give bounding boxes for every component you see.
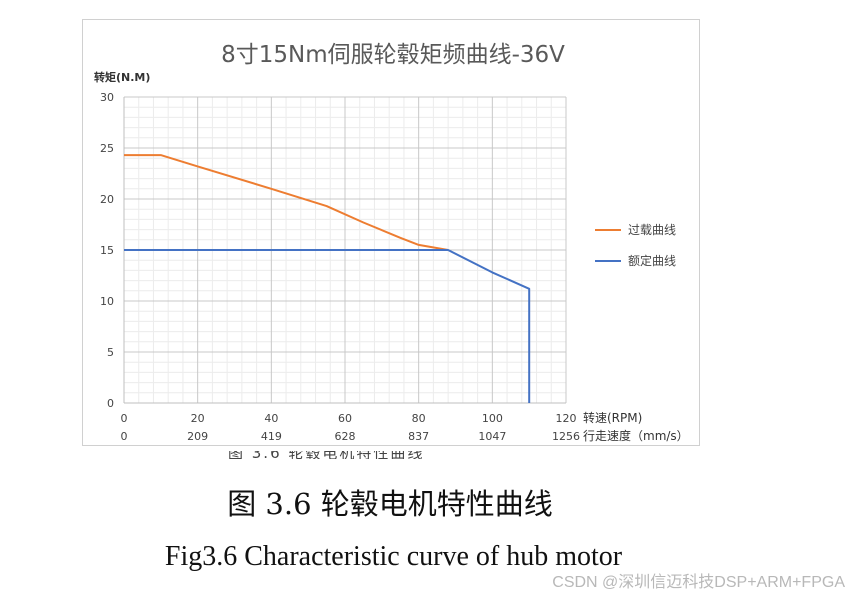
x-tick-label: 60 — [338, 412, 352, 425]
legend-label-rated: 额定曲线 — [628, 253, 676, 268]
legend-label-overload: 过载曲线 — [628, 223, 676, 237]
x-tick-label: 120 — [556, 412, 577, 425]
watermark: CSDN @深圳信迈科技DSP+ARM+FPGA — [552, 574, 845, 591]
y-tick-label: 20 — [100, 193, 114, 206]
x2-tick-label: 1256 — [552, 430, 580, 443]
x-tick-label: 40 — [264, 412, 278, 425]
x2-tick-label: 419 — [261, 430, 282, 443]
y-axis-label: 转矩(N.M) — [94, 70, 150, 84]
x2-tick-label: 1047 — [478, 430, 506, 443]
x2-tick-label: 628 — [335, 430, 356, 443]
x-tick-label: 0 — [121, 412, 128, 425]
figure-caption-english: Fig3.6 Characteristic curve of hub motor — [164, 541, 623, 572]
y-tick-label: 10 — [100, 295, 114, 308]
x2-axis-label: 行走速度（mm/s） — [583, 428, 689, 443]
y-tick-label: 15 — [100, 244, 114, 257]
chart-title: 8寸15Nm伺服轮毂矩频曲线-36V — [221, 42, 565, 68]
cut-off-caption-text: 图 3.6 轮毂电机特性曲线 — [228, 451, 553, 459]
x-tick-label: 100 — [482, 412, 503, 425]
y-tick-label: 5 — [107, 346, 114, 359]
x2-tick-label: 0 — [121, 430, 128, 443]
torque-speed-chart: 8寸15Nm伺服轮毂矩频曲线-36V 转矩(N.M) 0 5 10 15 20 25 30 0… — [94, 42, 689, 443]
x-axis-label: 转速(RPM) — [583, 410, 642, 425]
y-tick-label: 30 — [100, 91, 114, 104]
series-line-rated — [124, 249, 531, 403]
cut-off-caption-fragment: 图 3.6 轮毂电机特性曲线 — [228, 451, 553, 459]
y-tick-label: 0 — [107, 397, 114, 410]
figure-caption-chinese: 图 3.6 轮毂电机特性曲线 — [227, 487, 553, 521]
chart-frame: 8寸15Nm伺服轮毂矩频曲线-36V 转矩(N.M) 0 5 10 15 20 25 30 0… — [82, 19, 700, 446]
x-tick-label: 20 — [191, 412, 205, 425]
x2-tick-label: 209 — [187, 430, 208, 443]
x2-tick-label: 837 — [408, 430, 429, 443]
x-tick-label: 80 — [412, 412, 426, 425]
series-line-overload — [124, 154, 449, 251]
y-tick-label: 25 — [100, 142, 114, 155]
